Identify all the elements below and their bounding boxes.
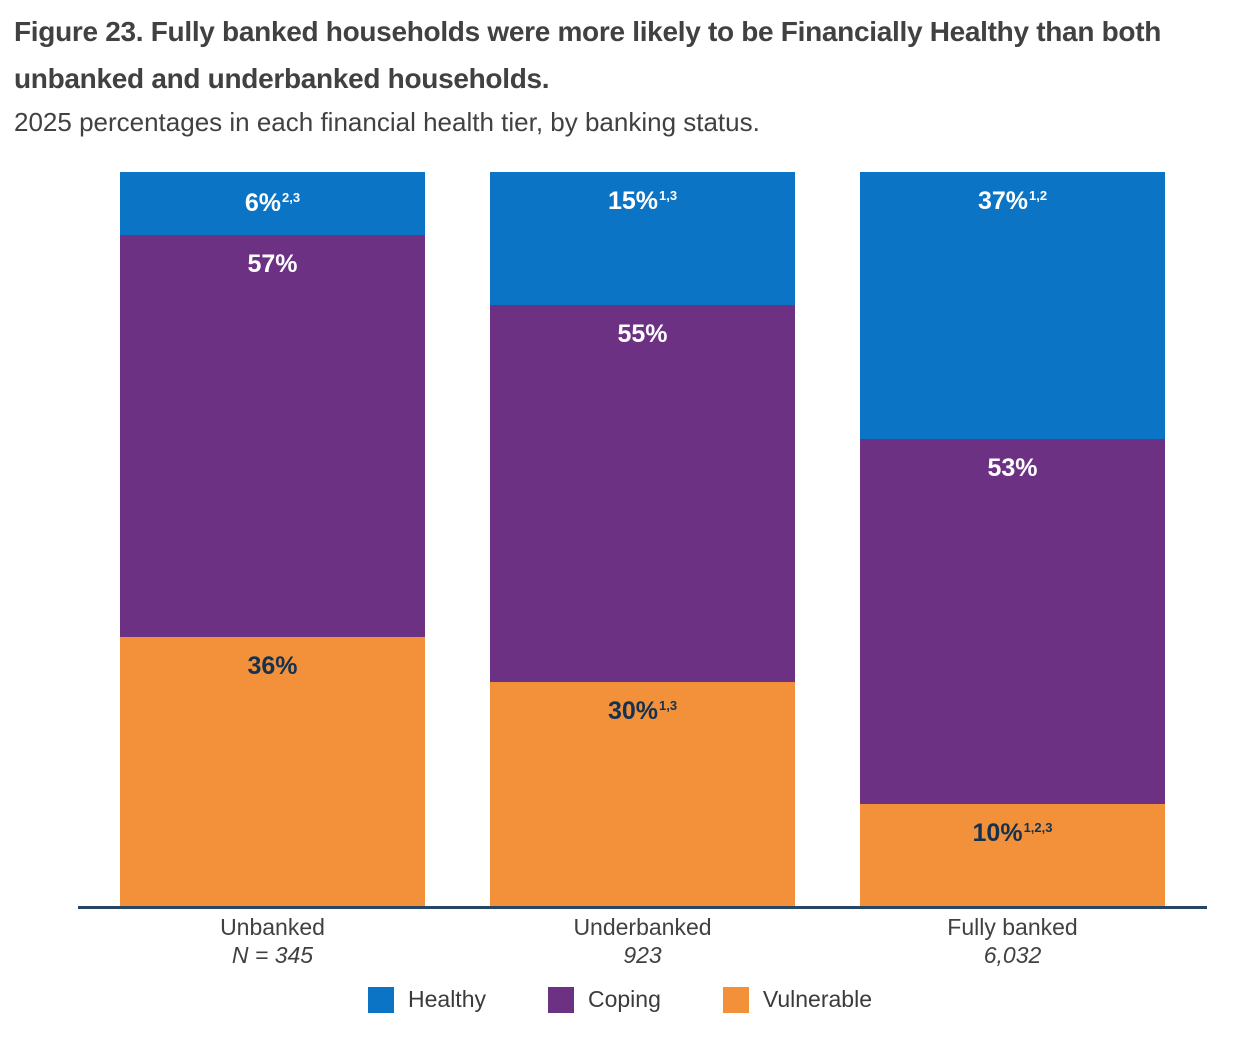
category-name: Unbanked [220,914,325,940]
segment-value-label: 10%1,2,3 [972,819,1053,848]
segment-value-label: 55% [617,320,668,349]
legend-item-vulnerable: Vulnerable [722,986,872,1013]
category-label-fully-banked: Fully banked 6,032 [860,913,1165,969]
segment-value-label: 15%1,3 [607,187,678,215]
bar-segment-vulnerable: 10%1,2,3 [860,804,1165,907]
sample-size-label: N = 345 [231,942,314,968]
bar-segment-coping: 53% [860,439,1165,805]
figure-title: Figure 23. Fully banked households were … [14,16,1162,94]
segment-value-label: 30%1,3 [607,697,678,726]
legend-label: Vulnerable [762,986,872,1012]
bar-segment-vulnerable: 30%1,3 [490,682,795,907]
coping-swatch-icon [547,986,574,1013]
category-name: Fully banked [947,914,1078,940]
bar-segment-healthy: 15%1,3 [490,172,795,306]
bar-segment-healthy: 6%2,3 [120,172,425,235]
segment-value-label: 57% [247,249,298,278]
bar-segment-coping: 57% [120,234,425,638]
segment-value-label: 36% [247,652,298,681]
bar-segment-vulnerable: 36% [120,637,425,907]
legend: Healthy Coping Vulnerable [0,986,1240,1013]
segment-value-label: 53% [987,454,1038,483]
category-label-unbanked: Unbanked N = 345 [120,913,425,969]
vulnerable-swatch-icon [722,986,749,1013]
category-name: Underbanked [573,914,712,940]
legend-label: Coping [587,986,661,1012]
segment-value-label: 37%1,2 [977,187,1048,215]
axis-baseline [78,906,1207,909]
bar-group-unbanked: 6%2,3 57% 36% [120,172,425,907]
figure-subtitle: 2025 percentages in each financial healt… [14,107,760,137]
legend-item-coping: Coping [547,986,661,1013]
bar-group-underbanked: 15%1,3 55% 30%1,3 [490,172,795,907]
sample-size-label: 923 [623,942,662,968]
category-label-underbanked: Underbanked 923 [490,913,795,969]
bar-group-fully-banked: 37%1,2 53% 10%1,2,3 [860,172,1165,907]
legend-label: Healthy [408,986,486,1012]
segment-value-label: 6%2,3 [244,188,301,217]
bar-segment-healthy: 37%1,2 [860,172,1165,440]
bar-segment-coping: 55% [490,305,795,683]
healthy-swatch-icon [368,986,394,1013]
legend-item-healthy: Healthy [368,986,486,1013]
sample-size-label: 6,032 [983,942,1042,968]
